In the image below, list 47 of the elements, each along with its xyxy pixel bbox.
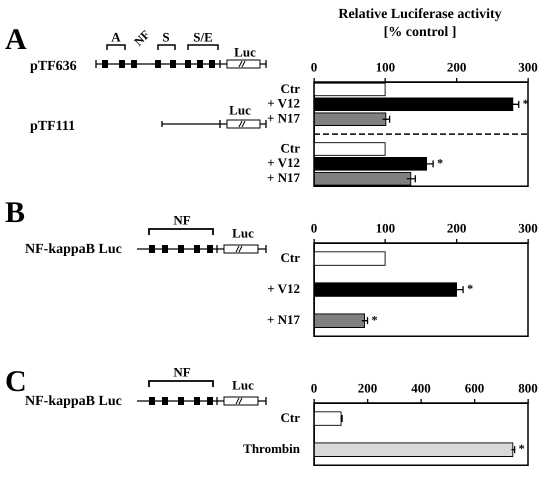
y-tick-label: Ctr [280,410,300,425]
text: S [162,30,170,44]
text: Luc [232,378,254,392]
y-tick-label: + V12 [267,280,300,296]
text: A [5,23,27,56]
x-tick-label: 800 [518,380,538,396]
x-tick-label: 400 [411,380,431,396]
x-tick-label: 0 [310,380,318,396]
x-tick-label: 200 [446,220,466,236]
x-tick-label: 300 [518,220,538,236]
text: Luc [234,44,256,60]
text: NF [131,27,153,49]
x-tick-label: 0 [310,60,318,75]
y-tick-label: + N17 [266,110,300,126]
text: NF-kappaB Luc [25,242,122,257]
chart-subtitle: [% control ] [384,25,456,40]
x-tick-label: 200 [358,380,378,396]
text: NF [173,364,191,380]
chart-title: Relative Luciferase activity [338,7,502,22]
data-label: * [467,282,474,296]
text: C [5,365,27,398]
y-tick-label: + N17 [266,170,300,186]
text: NF-kappaB Luc [25,394,122,409]
text: Luc [232,226,254,240]
x-tick-label: 100 [376,220,396,236]
text: B [5,196,26,229]
y-tick-label: Ctr [280,140,300,156]
y-tick-label: Ctr [280,80,300,96]
text: Luc [229,102,251,118]
y-tick-label: + V12 [267,155,300,170]
text: pTF111 [30,119,76,134]
y-tick-label: + V12 [267,96,300,111]
x-tick-label: 600 [464,380,484,396]
y-tick-label: + N17 [266,312,300,328]
text: pTF636 [30,59,77,74]
text: S/E [193,30,213,44]
data-label: * [518,442,525,456]
text: NF [173,212,191,228]
x-tick-label: 300 [518,60,538,75]
y-tick-label: Thrombin [243,441,301,456]
text: A [111,30,121,44]
x-tick-label: 200 [446,60,466,75]
data-label: * [372,312,378,327]
x-tick-label: 100 [376,60,396,75]
data-label: * [437,156,444,170]
x-tick-label: 0 [310,220,318,236]
y-tick-label: Ctr [280,250,300,265]
